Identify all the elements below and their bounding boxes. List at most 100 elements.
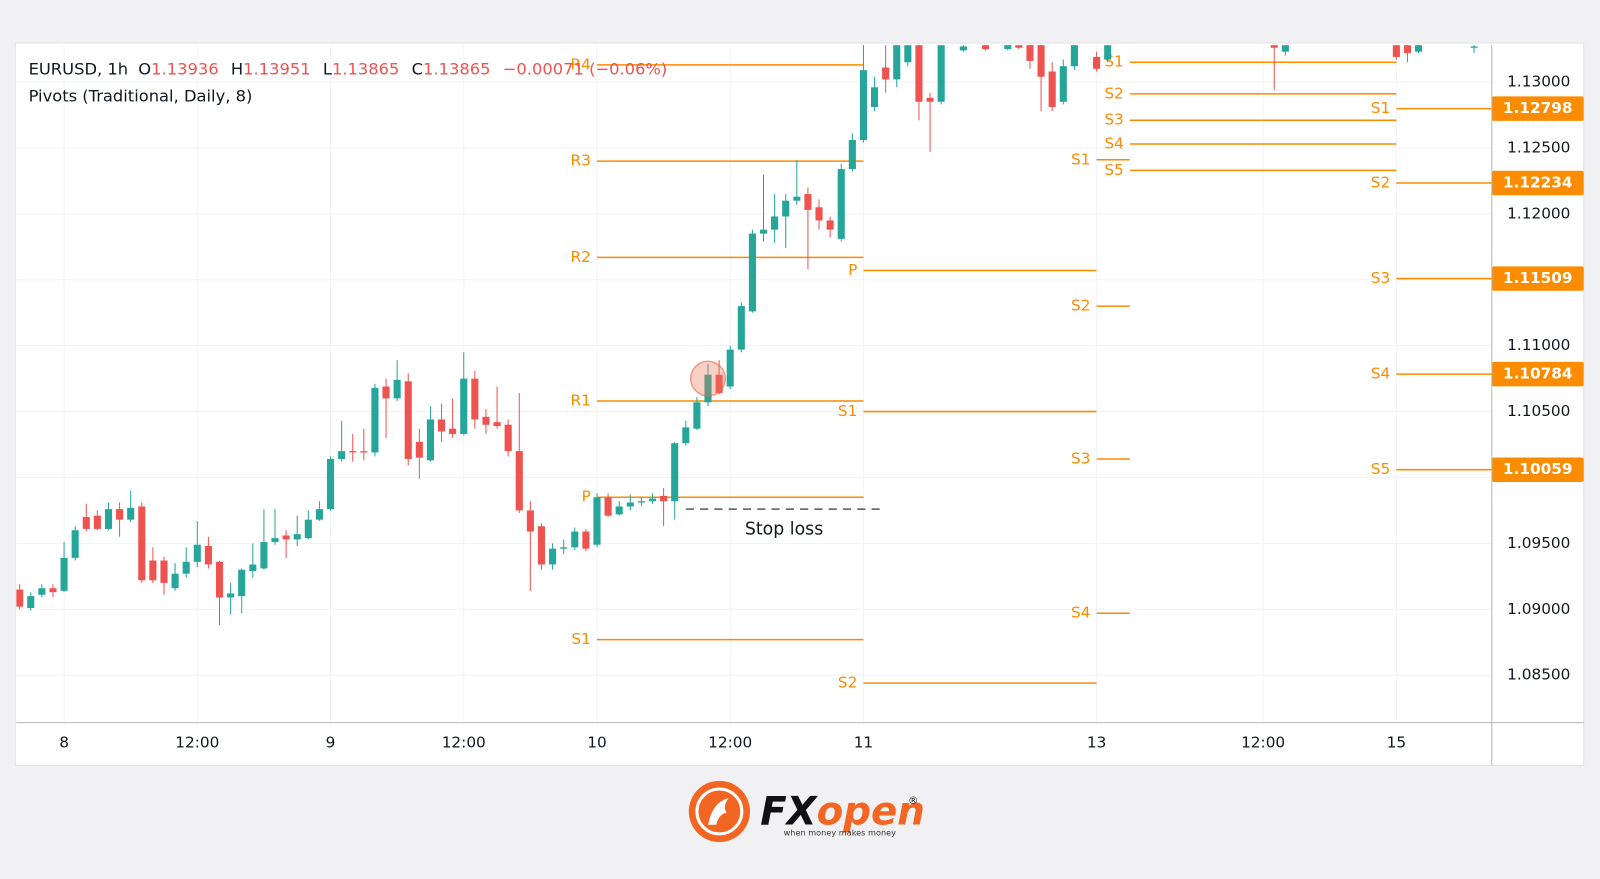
pivot-label: S2: [838, 674, 857, 692]
candle-body: [715, 374, 723, 394]
price-tag-label: 1.11509: [1503, 269, 1573, 287]
candle-body: [604, 497, 612, 516]
candle-body: [382, 386, 390, 399]
candle-body: [1281, 45, 1289, 52]
candle-body: [726, 349, 734, 387]
price-tag: [1491, 170, 1584, 196]
candle-body: [16, 589, 24, 607]
pivot-label: R3: [570, 152, 590, 170]
price-tag-label: 1.12234: [1503, 173, 1573, 191]
candle-body: [593, 497, 601, 545]
legend-value: 1.13951: [243, 59, 310, 78]
candle-body: [1470, 46, 1478, 48]
legend-change: −0.00071 (−0.06%): [503, 59, 668, 78]
candle-body: [127, 507, 135, 520]
logo-text: FXopen: [760, 789, 925, 834]
price-tag-label: 1.10784: [1503, 365, 1573, 383]
candle-body: [759, 229, 768, 234]
candle-body: [149, 560, 157, 581]
candle-body: [1015, 45, 1023, 48]
pivot-label: S4: [1071, 604, 1090, 622]
logo-mark: ®: [908, 796, 918, 807]
candle-body: [260, 542, 268, 569]
candle-body: [793, 196, 801, 201]
candle-body: [304, 519, 312, 539]
candle-body: [1392, 45, 1400, 57]
x-tick-label: 9: [326, 734, 336, 752]
price-tag: [1491, 457, 1584, 482]
candle-body: [637, 501, 645, 503]
candle-body: [671, 443, 679, 502]
pivot-label: S1: [1371, 99, 1390, 117]
candle-body: [493, 422, 501, 427]
candle-body: [1048, 71, 1056, 108]
candle-body: [1093, 56, 1101, 69]
candle-body: [215, 561, 224, 598]
legend-line: EURUSD, 1h O1.13936 H1.13951 L1.13865 C1.138…: [29, 59, 668, 78]
candle-body: [471, 378, 479, 420]
pivot-label: R4: [570, 55, 590, 73]
candle-body: [360, 451, 368, 453]
candle-body: [1026, 45, 1034, 61]
y-tick-label: 1.12500: [1507, 138, 1570, 156]
candle-body: [837, 169, 845, 239]
legend-value: 1.13865: [423, 59, 490, 78]
x-tick-label: 12:00: [708, 734, 752, 752]
x-tick-label: 15: [1387, 734, 1406, 752]
candle-body: [71, 530, 79, 558]
pivot-label: S3: [1104, 111, 1123, 129]
logo-fx: FX: [760, 789, 818, 834]
candle-body: [626, 502, 634, 507]
candle-body: [704, 374, 712, 403]
pivot-label: P: [848, 261, 857, 279]
pivot-label: S2: [1371, 173, 1390, 191]
price-tag: [1491, 361, 1584, 387]
candle-body: [771, 216, 779, 230]
candle-body: [293, 534, 301, 540]
candle-body: [49, 588, 57, 593]
x-tick-label: 13: [1087, 734, 1106, 752]
candle-body: [315, 509, 323, 520]
candle-body: [893, 45, 901, 80]
candle-body: [415, 441, 423, 458]
logo-tagline: when money makes money: [784, 827, 897, 837]
candle-body: [804, 194, 812, 210]
candle-body: [515, 451, 523, 511]
candle-body: [171, 573, 179, 589]
pivot-label: S1: [838, 402, 857, 420]
candle-body: [882, 67, 890, 80]
candle-body: [482, 416, 490, 425]
y-tick-label: 1.08500: [1507, 666, 1570, 684]
candle-body: [982, 45, 990, 50]
candle-body: [426, 419, 434, 461]
candle-body: [1004, 45, 1012, 50]
candle-body: [693, 402, 701, 429]
candle-body: [782, 200, 790, 217]
y-tick-label: 1.11000: [1507, 336, 1570, 354]
candle-body: [82, 517, 90, 529]
candle-body: [326, 459, 335, 510]
x-tick-label: 12:00: [442, 734, 486, 752]
candle-body: [393, 379, 401, 399]
candle-body: [138, 506, 146, 581]
x-tick-label: 10: [587, 734, 606, 752]
candle-body: [904, 45, 912, 63]
legend-key: L: [323, 59, 332, 78]
candle-body: [682, 427, 690, 444]
candle-body: [1415, 45, 1423, 52]
candle-body: [959, 46, 967, 51]
pivot-label: S2: [1071, 297, 1090, 315]
pivot-label: P: [582, 488, 591, 506]
candle-body: [937, 45, 945, 102]
legend-key: C: [412, 59, 423, 78]
pivot-label: S4: [1371, 365, 1390, 383]
candle-body: [660, 495, 668, 502]
candle-body: [926, 97, 934, 102]
candle-body: [648, 498, 657, 502]
candle-body: [437, 419, 446, 432]
price-tag-label: 1.12798: [1503, 99, 1573, 117]
legend-key: O: [138, 59, 151, 78]
legend-symbol: EURUSD, 1h: [29, 59, 129, 78]
